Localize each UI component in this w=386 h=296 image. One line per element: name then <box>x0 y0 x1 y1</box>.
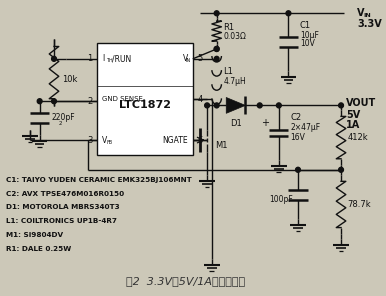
Text: IN: IN <box>363 13 371 18</box>
Circle shape <box>52 56 56 61</box>
Polygon shape <box>226 97 245 113</box>
Text: /RUN: /RUN <box>112 54 132 63</box>
Text: NGATE: NGATE <box>163 136 188 144</box>
Circle shape <box>214 46 219 52</box>
Text: TH: TH <box>106 58 112 63</box>
Circle shape <box>37 99 42 104</box>
Circle shape <box>214 56 219 61</box>
Text: 5: 5 <box>198 54 203 63</box>
Text: +: + <box>261 118 269 128</box>
Text: 78.7k: 78.7k <box>348 200 371 209</box>
Circle shape <box>214 11 219 16</box>
Text: 4: 4 <box>198 95 203 104</box>
Bar <box>97 43 193 155</box>
Text: 3: 3 <box>87 136 92 144</box>
Text: C1: TAIYO YUDEN CERAMIC EMK325BJ106MNT: C1: TAIYO YUDEN CERAMIC EMK325BJ106MNT <box>6 177 192 183</box>
Text: 10μF: 10μF <box>300 30 319 40</box>
Text: 220pF: 220pF <box>51 113 75 122</box>
Text: D1: D1 <box>230 119 242 128</box>
Text: 1A: 1A <box>346 120 360 130</box>
Text: L1: COILTRONICS UP1B-4R7: L1: COILTRONICS UP1B-4R7 <box>6 218 117 224</box>
Text: 2×47μF: 2×47μF <box>290 123 320 132</box>
Text: C1: C1 <box>300 21 311 30</box>
Text: V: V <box>357 8 365 18</box>
Text: 3.3V: 3.3V <box>357 19 382 29</box>
Text: 2: 2 <box>59 121 62 126</box>
Text: C2: AVX TPSE476M016R0150: C2: AVX TPSE476M016R0150 <box>6 191 124 197</box>
Text: M1: Si9804DV: M1: Si9804DV <box>6 232 63 238</box>
Text: M1: M1 <box>215 141 227 149</box>
Text: 2: 2 <box>87 97 92 106</box>
Text: 16V: 16V <box>290 133 305 141</box>
Text: 0.03Ω: 0.03Ω <box>223 32 246 41</box>
Text: I: I <box>102 54 104 63</box>
Circle shape <box>257 103 262 108</box>
Circle shape <box>205 103 210 108</box>
Text: VOUT: VOUT <box>346 99 376 108</box>
Circle shape <box>339 167 344 172</box>
Text: IN: IN <box>186 58 191 63</box>
Text: 10k: 10k <box>62 75 77 84</box>
Text: 10V: 10V <box>300 39 315 49</box>
Text: 图2  3.3V到5V/1A升压变换器: 图2 3.3V到5V/1A升压变换器 <box>127 276 245 286</box>
Text: FB: FB <box>107 139 113 144</box>
Text: C2: C2 <box>290 113 301 122</box>
Circle shape <box>296 167 300 172</box>
Text: 1: 1 <box>87 54 92 63</box>
Text: R1: DALE 0.25W: R1: DALE 0.25W <box>6 246 71 252</box>
Text: 412k: 412k <box>348 133 368 141</box>
Circle shape <box>276 103 281 108</box>
Circle shape <box>339 103 344 108</box>
Text: V: V <box>102 136 107 144</box>
Circle shape <box>214 46 219 52</box>
Text: L1: L1 <box>223 67 233 76</box>
Text: 5V: 5V <box>346 110 360 120</box>
Text: 6: 6 <box>198 136 203 144</box>
Text: 100pF: 100pF <box>269 195 293 204</box>
Circle shape <box>286 11 291 16</box>
Circle shape <box>52 99 56 104</box>
Text: V: V <box>183 54 188 63</box>
Text: GND SENSE-: GND SENSE- <box>102 96 145 102</box>
Text: 4.7μH: 4.7μH <box>223 77 246 86</box>
Text: D1: MOTOROLA MBRS340T3: D1: MOTOROLA MBRS340T3 <box>6 205 120 210</box>
Text: R1: R1 <box>223 23 234 32</box>
Circle shape <box>214 103 219 108</box>
Text: LTC1872: LTC1872 <box>119 99 171 110</box>
